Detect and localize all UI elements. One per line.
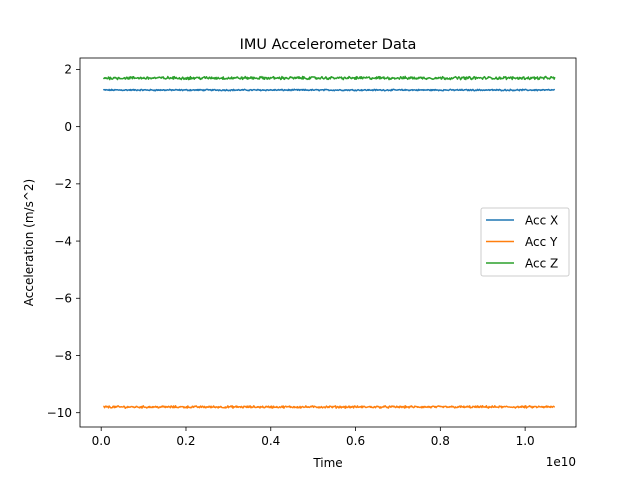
y-axis-label: Acceleration (m/s^2) (22, 179, 36, 306)
series-line-acc-y (103, 405, 556, 409)
series-line-acc-z (102, 75, 556, 81)
legend-box (480, 207, 570, 277)
legend: Acc X Acc Y Acc Z (480, 207, 570, 277)
plot-frame (79, 57, 577, 428)
series-layer (102, 75, 556, 409)
y-tick-label: −6 (54, 292, 72, 306)
series-line-acc-x (102, 88, 556, 92)
y-tick-label: −10 (47, 406, 72, 420)
legend-label: Acc X (525, 213, 558, 227)
x-tick-label: 0.6 (346, 434, 365, 448)
x-axis-label: Time (312, 456, 342, 470)
y-tick-label: 2 (64, 63, 72, 77)
x-tick-label: 0.0 (92, 434, 111, 448)
x-axis: 0.0 0.2 0.4 0.6 0.8 1.0 (92, 427, 535, 448)
y-tick-label: −4 (54, 234, 72, 248)
x-axis-offset-label: 1e10 (546, 455, 576, 469)
legend-label: Acc Y (525, 235, 558, 249)
x-tick-label: 0.4 (261, 434, 280, 448)
chart-title: IMU Accelerometer Data (240, 37, 417, 53)
y-tick-label: −2 (54, 177, 72, 191)
x-tick-label: 0.2 (176, 434, 195, 448)
y-tick-label: −8 (54, 349, 72, 363)
y-tick-label: 0 (64, 120, 72, 134)
x-tick-label: 1.0 (516, 434, 535, 448)
y-axis: 2 0 −2 −4 −6 −8 −10 (47, 63, 80, 420)
legend-label: Acc Z (525, 256, 558, 270)
x-tick-label: 0.8 (431, 434, 450, 448)
